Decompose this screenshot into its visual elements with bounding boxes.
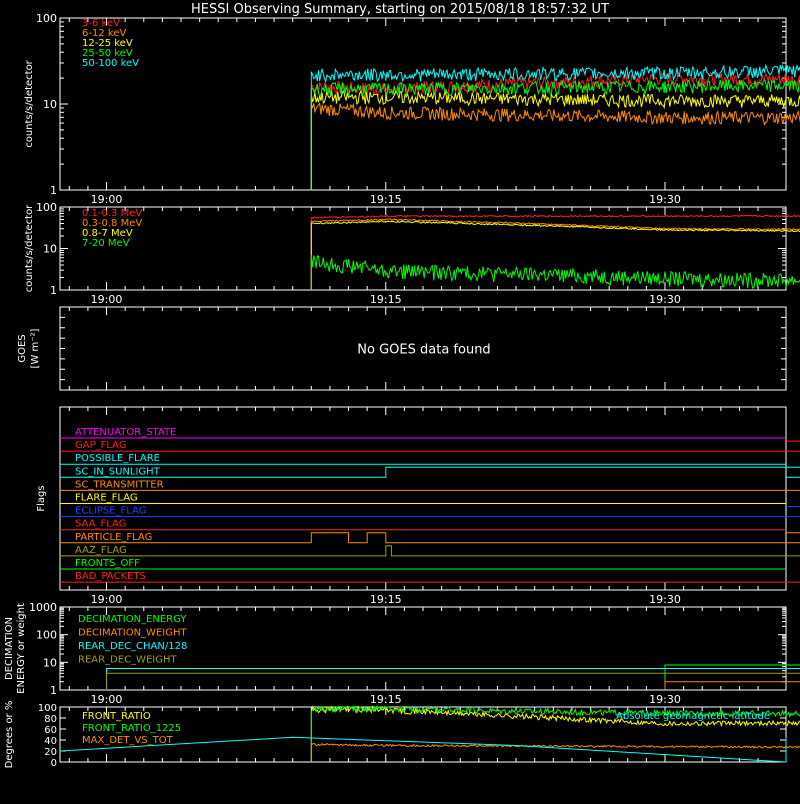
series-0-3-0-8-mev [311,219,800,290]
y-axis-units: [W m⁻²] [30,328,41,368]
y-axis-label: Degrees or % [4,701,15,769]
legend-entry: FRONT_RATIO [82,711,151,722]
y-tick-label: 0 [51,758,57,769]
flag-label: ECLIPSE_FLAG [75,506,146,517]
x-tick-label: 19:00 [91,293,123,306]
panel-0-frame [60,18,786,190]
legend-entry: REAR_DEC_WEIGHT [78,655,177,666]
flag-label: SC_IN_SUNLIGHT [75,466,161,477]
legend-entry: FRONT_RATIO_1225 [82,723,181,734]
y-tick-label: 10 [43,98,57,111]
flag-label: SAA_FLAG [75,519,126,530]
legend-entry: MAX_DET_VS_TOT [82,735,174,746]
y-tick-label: 100 [38,703,57,714]
series-7-20-mev [311,255,800,290]
flag-label: POSSIBLE_FLARE [75,453,160,464]
series-0-8-7-mev [311,221,800,290]
flag-label: GAP_FLAG [75,440,127,451]
flag-label: BAD_PACKETS [75,571,146,582]
no-data-message: No GOES data found [357,343,490,358]
x-tick-label: 19:15 [370,193,402,206]
x-tick-label: 19:15 [370,593,402,606]
series-decimation [107,669,800,691]
flag-trace [60,572,800,582]
y-axis-label: ENERGY or weight [16,603,27,694]
flag-trace [60,467,800,477]
annotation-label: Absolute geomagnetic latitude [616,711,770,722]
flag-label: PARTICLE_FLAG [75,532,152,543]
figure-title: HESSI Observing Summary, starting on 201… [191,2,609,17]
series-max-det-vs-tot [311,743,800,762]
y-tick-label: 60 [44,725,57,736]
x-tick-label: 19:15 [370,293,402,306]
flag-label: AAZ_FLAG [75,545,127,556]
x-tick-label: 19:30 [649,293,681,306]
y-tick-label: 1 [50,184,57,197]
flag-label: FLARE_FLAG [75,493,138,504]
x-tick-label: 19:00 [91,593,123,606]
y-tick-label: 10 [43,656,57,669]
series-6-12-kev [311,102,800,190]
legend-entry: DECIMATION_WEIGHT [78,628,187,639]
flag-trace [60,507,800,517]
y-axis-label: Flags [36,485,47,511]
y-tick-label: 100 [36,201,57,214]
legend-entry: 50-100 keV [82,58,139,69]
legend-entry: DECIMATION_ENERGY [78,614,187,625]
x-tick-label: 19:15 [370,693,402,706]
x-tick-label: 19:00 [91,693,123,706]
y-tick-label: 80 [44,714,57,725]
flag-trace [60,480,800,490]
y-axis-label: GOES [17,334,28,362]
x-tick-label: 19:30 [649,593,681,606]
y-tick-label: 100 [36,12,57,25]
y-tick-label: 1 [50,284,57,297]
x-tick-label: 19:30 [649,693,681,706]
series-25-50-kev [311,77,800,190]
flag-trace [60,533,800,543]
x-tick-label: 19:30 [649,193,681,206]
legend-entry: 7-20 MeV [82,238,130,249]
y-tick-label: 1000 [29,601,57,614]
flag-label: SC_TRANSMITTER [75,479,164,490]
series-12-25-kev [311,88,800,190]
flag-label: ATTENUATOR_STATE [75,427,176,438]
x-tick-label: 19:00 [91,193,123,206]
y-tick-label: 100 [36,629,57,642]
flag-label: FRONTS_OFF [75,558,140,569]
series-decimation [665,682,800,690]
y-tick-label: 20 [44,747,57,758]
y-axis-label: counts/s/detector [24,204,35,292]
y-tick-label: 10 [43,243,57,256]
y-axis-label: DECIMATION [4,617,15,680]
flag-trace [60,441,800,451]
y-tick-label: 1 [50,684,57,697]
legend-entry: REAR_DEC_CHAN/128 [78,641,187,652]
y-axis-label: counts/s/detector [24,59,35,147]
flag-trace [60,546,800,556]
y-tick-label: 40 [44,736,57,747]
